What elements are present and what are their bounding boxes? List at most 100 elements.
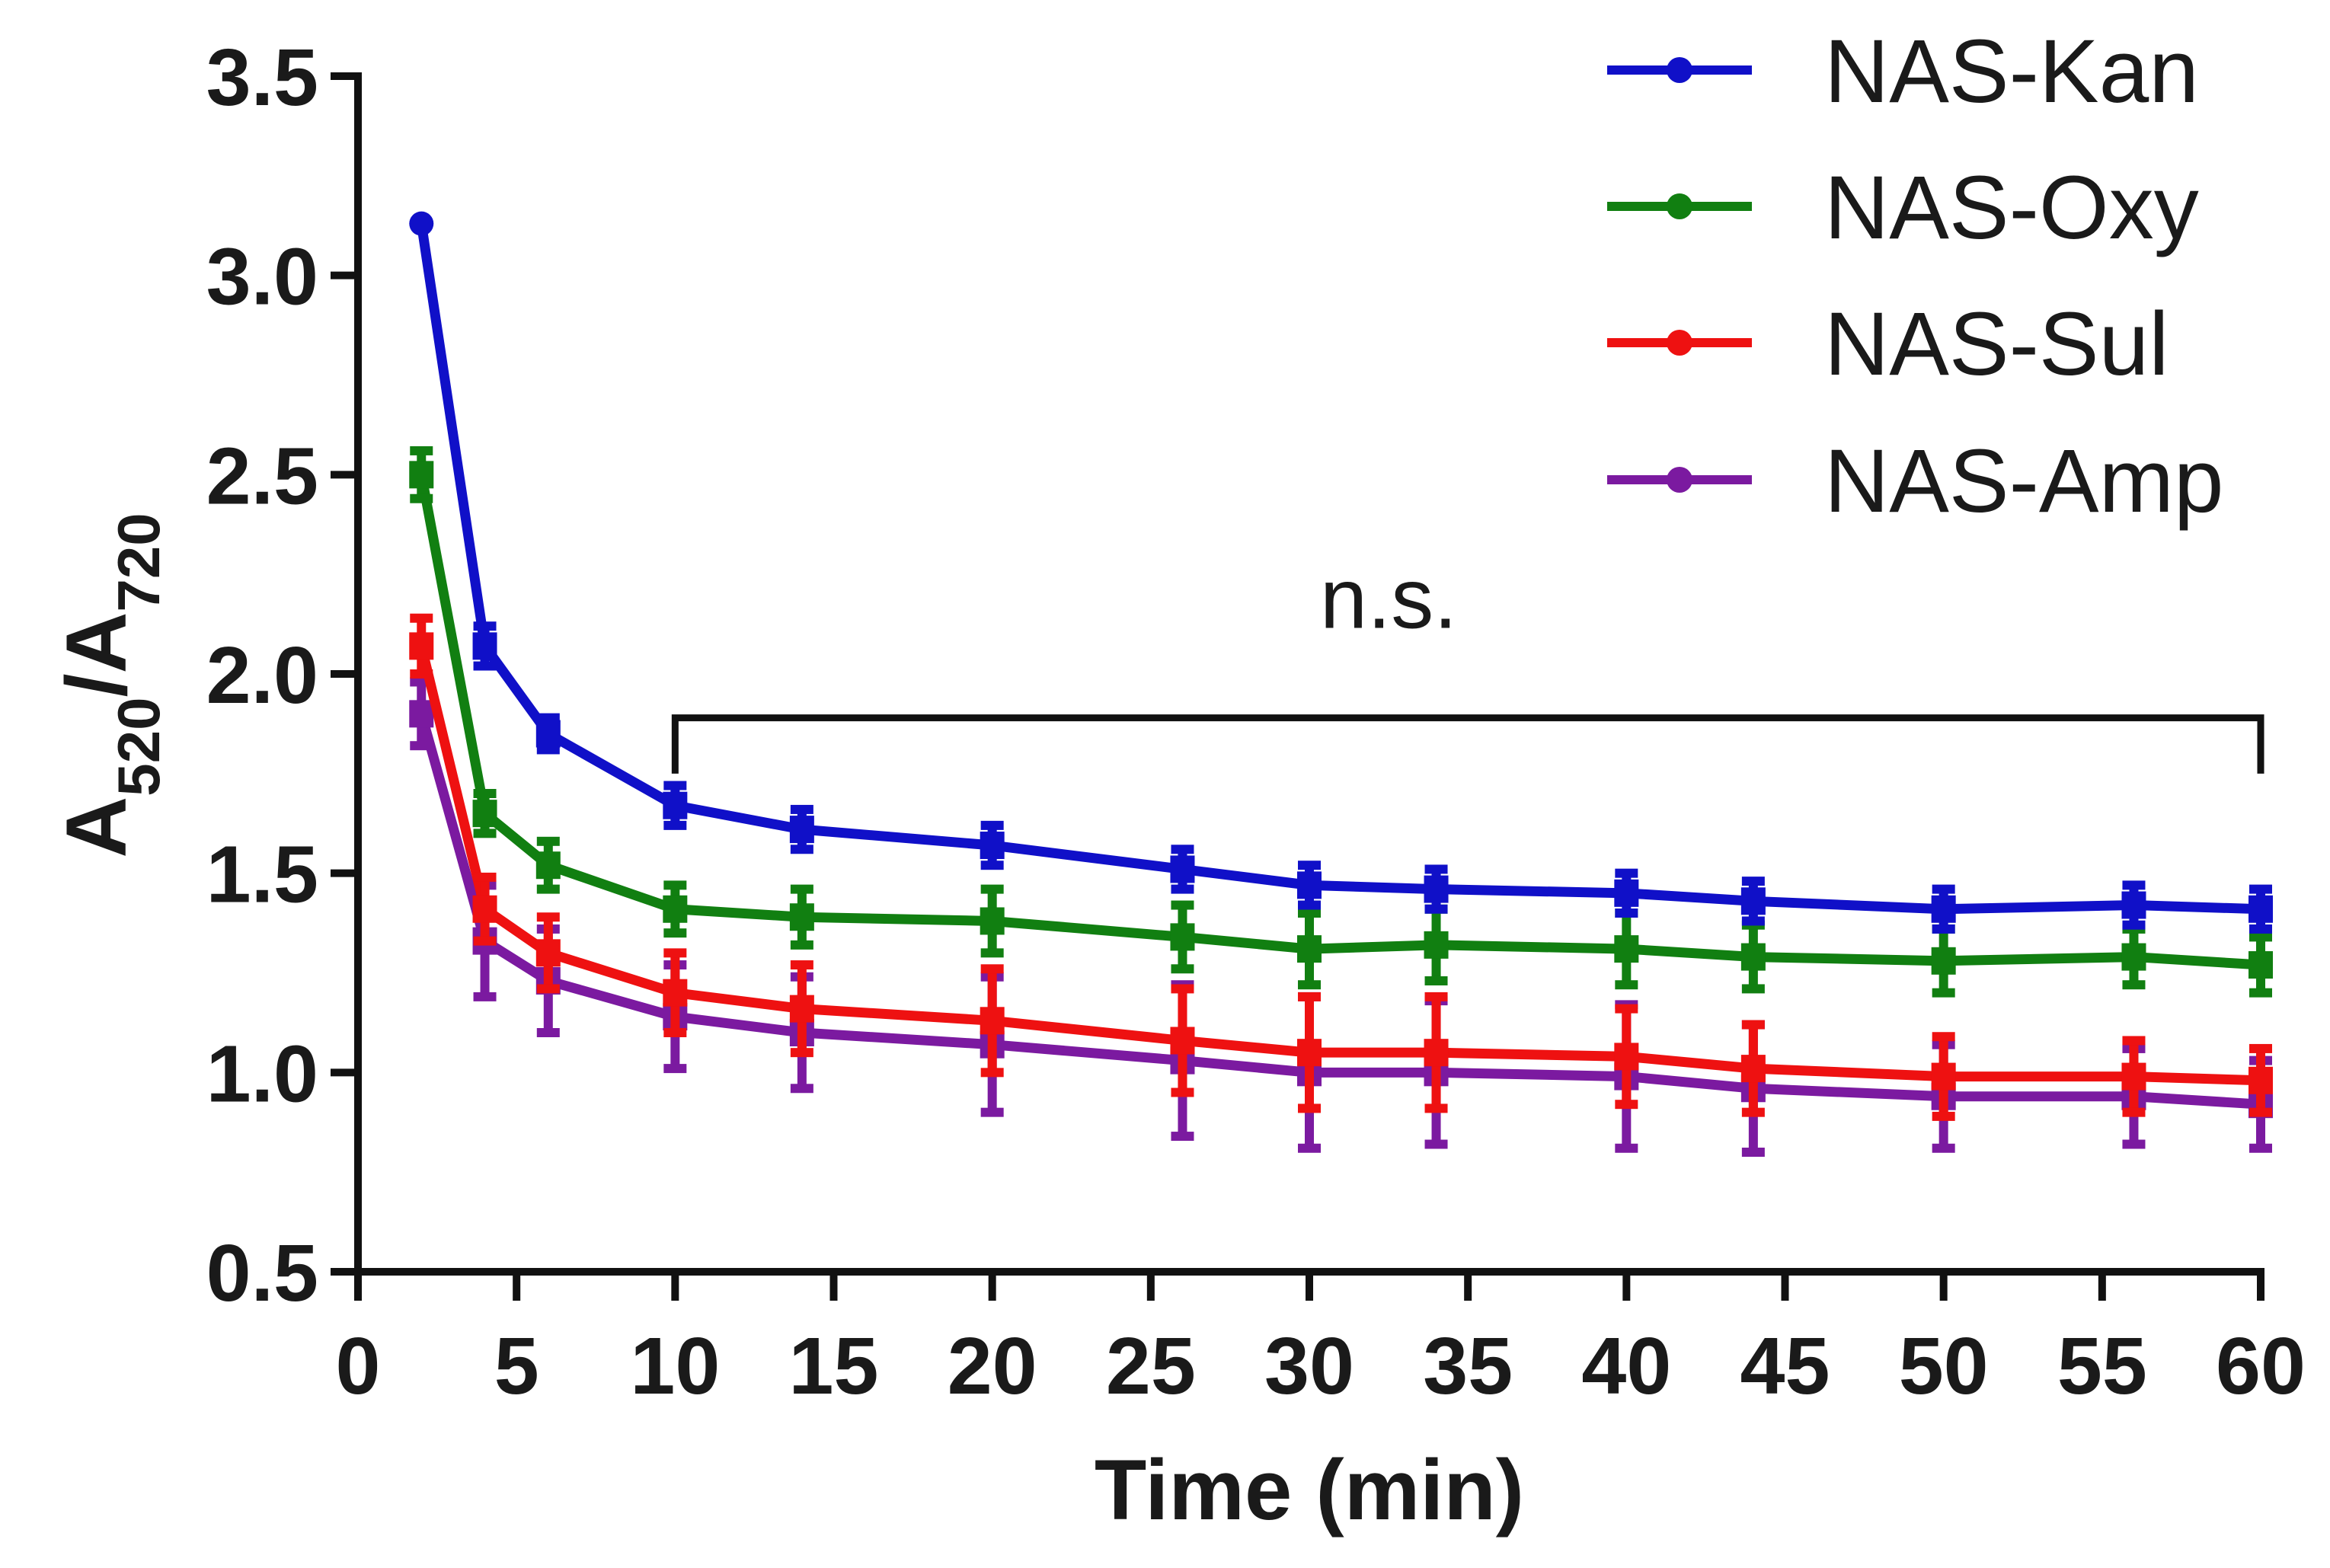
- error-cap-bottom: [1741, 984, 1765, 994]
- error-cap-top: [1171, 984, 1194, 994]
- data-point: [472, 632, 497, 660]
- error-cap-top: [2249, 1043, 2272, 1053]
- x-tick-label: 15: [789, 1321, 879, 1411]
- error-cap-top: [790, 960, 813, 970]
- legend-label: NAS-Kan: [1824, 21, 2199, 122]
- y-tick-label: 1.0: [206, 1029, 318, 1119]
- data-point: [1297, 1039, 1322, 1067]
- data-point: [980, 832, 1005, 860]
- error-cap-bottom: [410, 669, 433, 679]
- error-cap-bottom: [980, 861, 1004, 870]
- y-tick-label: 2.5: [206, 431, 318, 521]
- axis-titles: Time (min) A520/A720: [49, 513, 1524, 1538]
- data-point: [535, 851, 561, 880]
- error-cap-bottom: [1171, 1087, 1194, 1097]
- error-cap-bottom: [1741, 1148, 1765, 1157]
- data-point: [1297, 871, 1322, 899]
- error-cap-bottom: [473, 829, 497, 838]
- series-line: [416, 222, 2261, 915]
- error-cap-bottom: [663, 820, 687, 830]
- error-cap-top: [536, 836, 560, 846]
- error-cap-bottom: [2249, 1107, 2272, 1117]
- y-tick-label: 3.5: [206, 33, 318, 123]
- error-cap-bottom: [790, 940, 813, 950]
- error-cap-bottom: [790, 845, 813, 854]
- error-cap-bottom: [2122, 980, 2146, 990]
- series-nas-amp: [409, 677, 2273, 1157]
- error-cap-bottom: [1615, 909, 1638, 918]
- error-cap-top: [790, 804, 813, 814]
- error-cap-bottom: [1424, 1103, 1448, 1113]
- x-axis-title: Time (min): [1095, 1442, 1524, 1538]
- x-tick-label: 0: [336, 1321, 381, 1411]
- data-point: [789, 995, 814, 1023]
- legend-label: NAS-Oxy: [1824, 158, 2199, 258]
- data-point: [2248, 1066, 2273, 1094]
- error-cap-bottom: [1171, 964, 1194, 974]
- error-cap-bottom: [1615, 980, 1638, 990]
- data-point: [1170, 1027, 1195, 1055]
- error-cap-top: [536, 912, 560, 922]
- data-point: [1740, 1055, 1766, 1083]
- legend-label: NAS-Amp: [1824, 431, 2224, 532]
- error-cap-top: [1298, 992, 1321, 1001]
- data-point: [1614, 1043, 1639, 1071]
- error-cap-top: [2122, 1036, 2146, 1046]
- error-cap-top: [1615, 1004, 1638, 1014]
- x-tick-label: 40: [1581, 1321, 1671, 1411]
- legend-marker: [1667, 193, 1692, 219]
- error-cap-bottom: [1298, 980, 1321, 990]
- y-tick-label: 3.0: [206, 232, 318, 322]
- data-point: [1424, 931, 1449, 959]
- error-cap-top: [790, 884, 813, 894]
- error-cap-bottom: [473, 661, 497, 671]
- data-series: [409, 211, 2273, 1157]
- error-cap-bottom: [536, 884, 560, 894]
- data-point: [409, 211, 434, 236]
- error-cap-top: [663, 880, 687, 890]
- y-axis-title-prefix: A: [49, 797, 144, 858]
- error-cap-top: [663, 948, 687, 958]
- legend-item: NAS-Amp: [1607, 431, 2224, 532]
- y-axis-title-slash: /A: [49, 612, 144, 698]
- error-cap-top: [473, 789, 497, 798]
- legend-label: NAS-Sul: [1824, 294, 2169, 394]
- error-cap-bottom: [473, 936, 497, 946]
- error-cap-bottom: [1615, 1100, 1638, 1110]
- error-cap-top: [2249, 884, 2272, 894]
- x-tick-label: 30: [1264, 1321, 1354, 1411]
- significance-label: n.s.: [1320, 551, 1458, 647]
- error-cap-bottom: [1615, 1143, 1638, 1153]
- error-cap-bottom: [1741, 1107, 1765, 1117]
- error-cap-bottom: [1298, 900, 1321, 910]
- x-tick-label: 5: [494, 1321, 539, 1411]
- error-cap-bottom: [790, 1084, 813, 1094]
- error-cap-bottom: [980, 1068, 1004, 1078]
- error-cap-top: [1424, 992, 1448, 1001]
- error-cap-top: [2249, 932, 2272, 942]
- error-cap-top: [1741, 877, 1765, 886]
- error-cap-bottom: [2249, 1143, 2272, 1153]
- error-cap-top: [1932, 884, 1955, 894]
- error-cap-bottom: [1171, 1132, 1194, 1142]
- data-point: [409, 632, 434, 660]
- error-cap-top: [2122, 880, 2146, 890]
- data-point: [1424, 875, 1449, 903]
- error-cap-bottom: [1932, 924, 1955, 934]
- error-cap-bottom: [536, 1028, 560, 1037]
- data-point: [1740, 943, 1766, 971]
- x-tick-label: 10: [630, 1321, 720, 1411]
- error-cap-top: [1615, 868, 1638, 878]
- y-axis-title: A520/A720: [49, 513, 172, 857]
- x-tick-label: 50: [1899, 1321, 1989, 1411]
- error-cap-bottom: [2249, 988, 2272, 998]
- data-point: [535, 939, 561, 967]
- error-cap-bottom: [1932, 1143, 1955, 1153]
- data-point: [663, 979, 688, 1007]
- error-cap-bottom: [1171, 884, 1194, 894]
- error-cap-bottom: [410, 741, 433, 751]
- series-line: [417, 712, 2261, 1110]
- data-point: [2248, 895, 2273, 923]
- error-cap-top: [663, 781, 687, 790]
- legend: NAS-Kan NAS-Oxy NAS-Sul NAS-Amp: [1607, 21, 2224, 532]
